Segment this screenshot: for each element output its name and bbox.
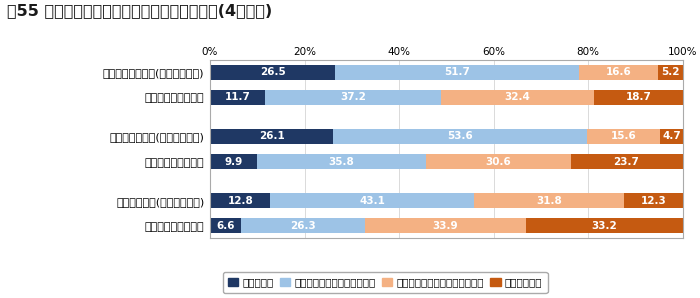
Bar (335, 65, 580, 80)
Bar (570, 154, 682, 169)
Text: 30.6: 30.6 (485, 156, 511, 167)
Text: 26.1: 26.1 (259, 131, 284, 142)
Text: 6.6: 6.6 (216, 221, 235, 231)
Text: 12.8: 12.8 (228, 195, 253, 206)
Bar (594, 90, 682, 105)
Bar (210, 65, 335, 80)
Text: 31.8: 31.8 (536, 195, 562, 206)
Text: 26.3: 26.3 (290, 221, 316, 231)
Bar (426, 154, 570, 169)
Text: 15.6: 15.6 (610, 131, 636, 142)
Bar (658, 65, 682, 80)
Text: 32.4: 32.4 (505, 92, 531, 103)
Text: 4.7: 4.7 (662, 131, 681, 142)
Bar (441, 90, 594, 105)
Text: 12.3: 12.3 (640, 195, 666, 206)
Bar (241, 218, 365, 233)
Bar (210, 193, 270, 208)
Text: 11.7: 11.7 (225, 92, 251, 103)
Bar (580, 65, 658, 80)
Bar (265, 90, 441, 105)
Text: 16.6: 16.6 (606, 67, 631, 77)
Bar (660, 129, 682, 144)
Text: 図55 テレワーク有無別・変化は起こり得るか(4月調査): 図55 テレワーク有無別・変化は起こり得るか(4月調査) (7, 3, 272, 18)
Bar (587, 129, 660, 144)
Text: 53.6: 53.6 (447, 131, 473, 142)
Bar (333, 129, 587, 144)
Text: 37.2: 37.2 (340, 92, 366, 103)
Text: 43.1: 43.1 (359, 195, 385, 206)
Bar (257, 154, 426, 169)
Text: 33.2: 33.2 (592, 221, 617, 231)
Text: 5.2: 5.2 (661, 67, 680, 77)
Text: 9.9: 9.9 (224, 156, 242, 167)
Legend: 起こり得る, どちらかと言えば起こり得る, どちらかと言えば起こり得ない, 起こり得ない: 起こり得る, どちらかと言えば起こり得る, どちらかと言えば起こり得ない, 起こ… (223, 272, 547, 293)
Text: 26.5: 26.5 (260, 67, 286, 77)
Bar (210, 129, 333, 144)
Bar (624, 193, 682, 208)
Bar (270, 193, 474, 208)
Text: 18.7: 18.7 (625, 92, 651, 103)
Bar (210, 218, 242, 233)
Bar (526, 218, 682, 233)
Bar (365, 218, 526, 233)
Text: 33.9: 33.9 (433, 221, 459, 231)
Text: 51.7: 51.7 (444, 67, 470, 77)
Text: 35.8: 35.8 (328, 156, 354, 167)
Bar (210, 154, 257, 169)
Bar (474, 193, 624, 208)
Text: 23.7: 23.7 (614, 156, 639, 167)
Bar (210, 90, 265, 105)
